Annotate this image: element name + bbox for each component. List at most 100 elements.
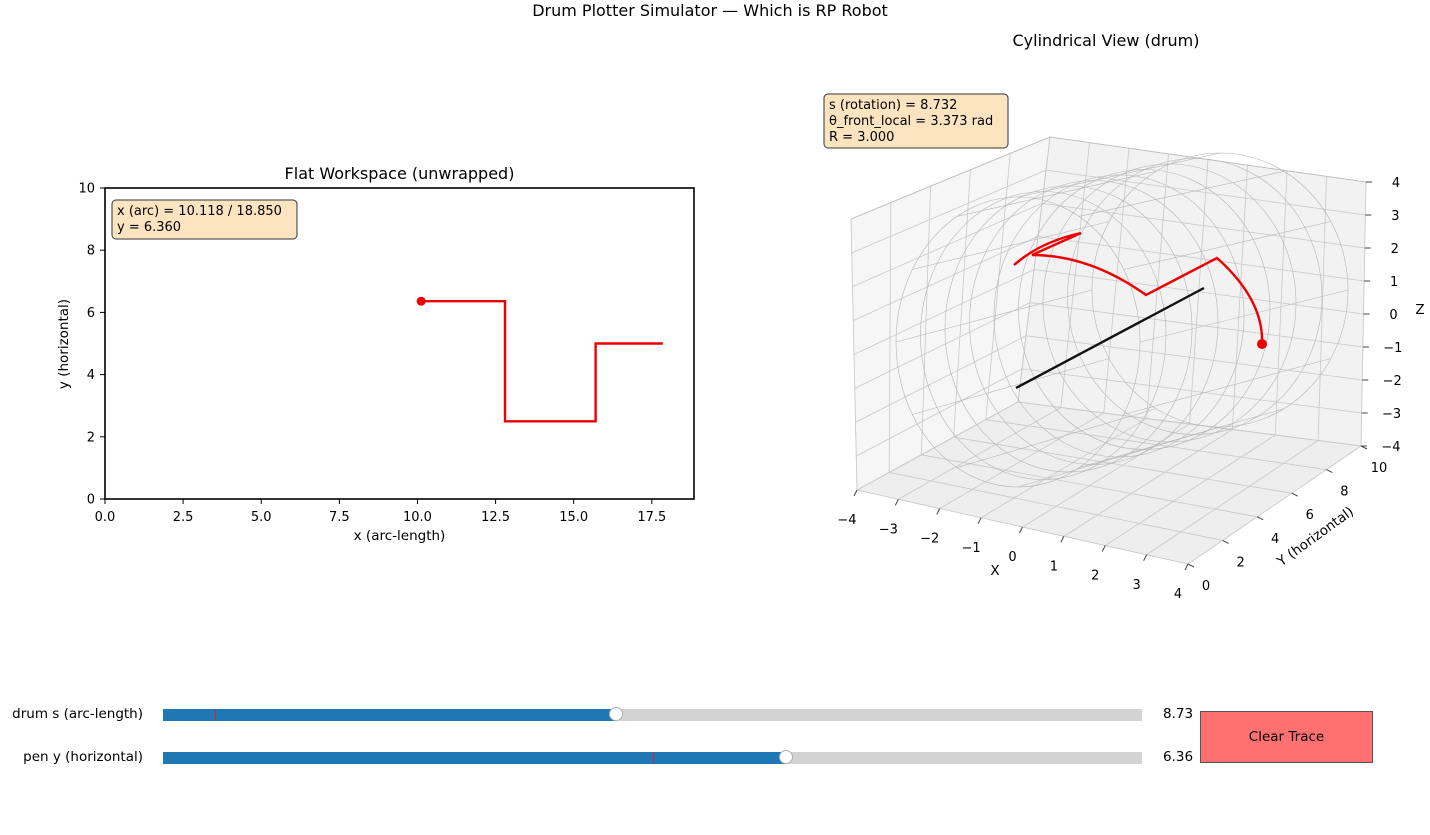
drum-pen-marker bbox=[1257, 339, 1267, 349]
drum-grid-z-left bbox=[856, 368, 1023, 457]
drum-3d-chart: Cylindrical View (drum) −4 −3 −2 −1 0 1 2 3 4 0 2… bbox=[823, 31, 1425, 602]
flat-y-tick-label: 6 bbox=[87, 306, 95, 321]
drum-chart-title: Cylindrical View (drum) bbox=[1013, 31, 1200, 50]
drum-z-tick-label: −4 bbox=[1381, 440, 1400, 455]
drum-axial-line bbox=[1078, 408, 1285, 468]
flat-x-tick-label: 17.5 bbox=[637, 510, 666, 525]
drum-y-axis-label: Y (horizontal) bbox=[1274, 504, 1357, 571]
flat-x-tick-label: 7.5 bbox=[329, 510, 350, 525]
drum-axial-line bbox=[1078, 171, 1285, 217]
drum-grid-x bbox=[898, 407, 1062, 500]
drum-pen-carriage bbox=[1015, 286, 1205, 390]
slider-value-drum-s: 8.73 bbox=[1163, 706, 1194, 722]
flat-x-tick-label: 0.0 bbox=[95, 510, 116, 525]
drum-y-tick-label: 10 bbox=[1371, 461, 1388, 476]
drum-axial-line bbox=[1017, 152, 1221, 198]
drum-grid-lines bbox=[850, 136, 1367, 565]
figure-title: Drum Plotter Simulator — Which is RP Rob… bbox=[532, 1, 888, 20]
drum-x-tick bbox=[1060, 536, 1065, 543]
slider-pen-y-initial-marker bbox=[652, 752, 654, 764]
drum-grid-x bbox=[980, 418, 1147, 519]
drum-y-tick-label: 4 bbox=[1271, 532, 1279, 547]
slider-pen-y-handle[interactable] bbox=[778, 750, 793, 764]
drum-x-tick bbox=[853, 489, 858, 497]
flat-y-tick-label: 8 bbox=[87, 244, 95, 259]
drum-x-tick bbox=[1101, 545, 1106, 552]
drum-grid-z-back bbox=[1037, 235, 1365, 282]
drum-z-tick-label: 3 bbox=[1391, 209, 1399, 224]
drum-z-tick-label: 4 bbox=[1392, 176, 1400, 191]
drum-x-tick-label: 4 bbox=[1174, 587, 1182, 602]
drum-grid-z-back bbox=[1025, 335, 1363, 381]
drum-x-tick-label: −3 bbox=[879, 522, 898, 537]
drum-axial-line bbox=[912, 221, 1110, 270]
drum-x-tick-label: −4 bbox=[837, 513, 856, 528]
drum-x-tick-label: 0 bbox=[1008, 550, 1016, 565]
drum-x-tick bbox=[1019, 526, 1023, 534]
flat-y-tick-label: 10 bbox=[78, 182, 95, 197]
drum-axial-line bbox=[956, 171, 1157, 217]
drum-z-tick-label: 1 bbox=[1390, 275, 1398, 290]
slider-label-pen-y: pen y (horizontal) bbox=[23, 749, 143, 765]
flat-x-tick-label: 15.0 bbox=[559, 510, 588, 525]
drum-y-tick bbox=[1187, 563, 1195, 568]
drum-z-tick-label: 2 bbox=[1391, 242, 1399, 257]
flat-info-x: x (arc) = 10.118 / 18.850 bbox=[117, 204, 282, 219]
flat-x-tick-label: 12.5 bbox=[481, 510, 510, 525]
drum-y-tick bbox=[1291, 492, 1299, 497]
drum-grid-y bbox=[921, 454, 1258, 518]
drum-grid-z-back bbox=[1045, 169, 1366, 216]
drum-grid-z-back bbox=[1029, 302, 1363, 348]
drum-x-axis-label: X bbox=[990, 563, 999, 579]
flat-info-box bbox=[111, 199, 298, 240]
drum-info-theta: θ_front_local = 3.373 rad bbox=[829, 114, 993, 129]
flat-chart-title: Flat Workspace (unwrapped) bbox=[285, 164, 515, 183]
flat-workspace-chart: Flat Workspace (unwrapped) 0.0 2.5 5.0 7.5 1… bbox=[56, 164, 695, 544]
flat-pen-trace bbox=[421, 300, 663, 423]
drum-axial-line bbox=[1139, 289, 1349, 343]
drum-grid-z-left bbox=[854, 302, 1031, 389]
slider-drum-s-handle[interactable] bbox=[609, 707, 624, 721]
drum-grid-x bbox=[939, 412, 1104, 509]
slider-drum-s-fill bbox=[163, 709, 617, 721]
drum-z-tick-label: −2 bbox=[1383, 374, 1402, 389]
slider-drum-s-initial-marker bbox=[214, 709, 216, 721]
drum-x-tick bbox=[1143, 554, 1148, 561]
flat-y-tick-label: 2 bbox=[87, 430, 95, 445]
drum-z-ticks: −4 −3 −2 −1 0 1 2 3 4 bbox=[1361, 176, 1402, 455]
drum-axial-line bbox=[1123, 358, 1331, 415]
drum-info-radius: R = 3.000 bbox=[829, 130, 894, 145]
slider-pen-y[interactable] bbox=[163, 750, 1142, 764]
drum-grid-x bbox=[1105, 434, 1276, 546]
flat-y-ticks: 0 2 4 6 8 10 bbox=[78, 182, 105, 508]
drum-x-tick-label: −1 bbox=[962, 541, 981, 556]
drum-axial-line bbox=[956, 408, 1157, 468]
drum-axial-line bbox=[912, 358, 1110, 415]
flat-y-axis-label: y (horizontal) bbox=[56, 299, 72, 389]
drum-y-tick bbox=[1222, 539, 1229, 544]
drum-box-edge bbox=[850, 136, 1367, 220]
drum-grid-z-left bbox=[853, 236, 1039, 321]
drum-y-tick-label: 8 bbox=[1340, 485, 1348, 500]
flat-x-tick-label: 5.0 bbox=[251, 510, 272, 525]
flat-x-axis-label: x (arc-length) bbox=[354, 528, 446, 544]
slider-value-pen-y: 6.36 bbox=[1163, 749, 1194, 765]
flat-y-tick-label: 4 bbox=[87, 368, 95, 383]
drum-x-tick-label: 2 bbox=[1091, 569, 1099, 584]
drum-y-ticks: 0 2 4 6 8 10 bbox=[1187, 445, 1388, 594]
drum-info-box bbox=[823, 93, 1009, 149]
drum-z-tick-label: −3 bbox=[1382, 407, 1401, 422]
drum-x-tick bbox=[1184, 563, 1189, 571]
flat-pen-marker bbox=[416, 296, 426, 306]
drum-x-tick bbox=[894, 499, 899, 506]
drum-grid-z-back bbox=[1017, 401, 1362, 447]
flat-y-tick-label: 0 bbox=[87, 493, 95, 508]
drum-y-tick bbox=[1256, 516, 1264, 521]
slider-drum-s[interactable] bbox=[163, 707, 1142, 721]
flat-x-tick-label: 10.0 bbox=[403, 510, 432, 525]
drum-x-tick-label: 3 bbox=[1132, 578, 1140, 593]
drum-grid-x bbox=[1063, 429, 1233, 537]
clear-trace-button[interactable]: Clear Trace bbox=[1200, 711, 1373, 763]
drum-z-axis-label: Z bbox=[1415, 302, 1424, 318]
